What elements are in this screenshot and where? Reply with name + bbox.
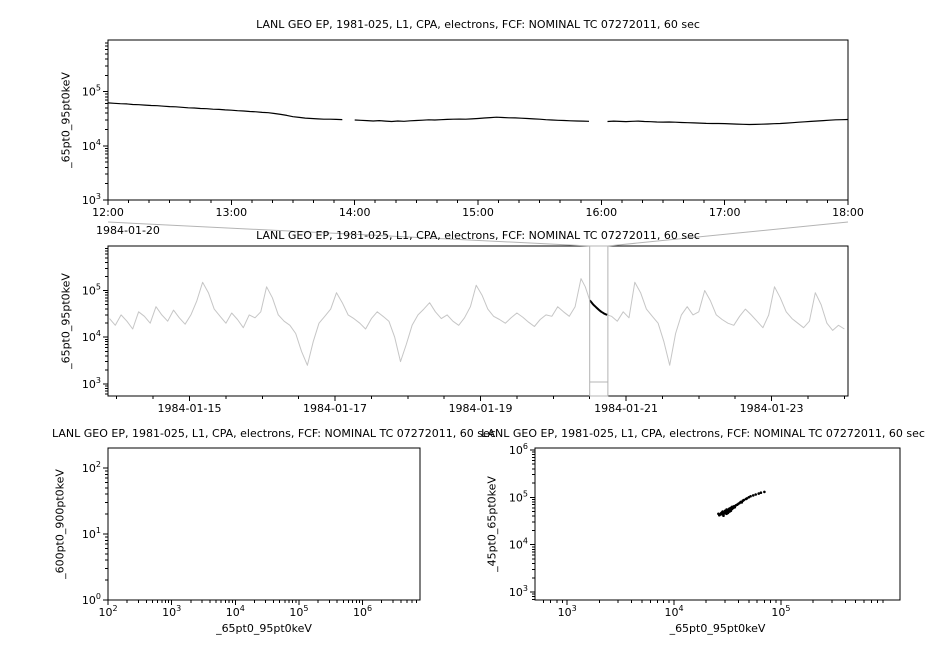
series-flux <box>107 102 343 121</box>
panel2-title: LANL GEO EP, 1981-025, L1, CPA, electron… <box>256 229 700 242</box>
x-axis: 12:00 13:00 14:00 15:00 16:00 17:00 18:00 <box>92 200 864 219</box>
tick-label: 105 <box>509 489 528 504</box>
scatter-points <box>717 490 766 517</box>
x-axis: 1984-01-15 1984-01-17 1984-01-19 1984-01-21… <box>116 396 845 415</box>
y-axis: 103 104 105 <box>82 247 108 395</box>
plot-frame <box>107 39 849 201</box>
plot-frame <box>534 447 901 601</box>
zoom-connector-left <box>107 221 590 247</box>
panel1-title: LANL GEO EP, 1981-025, L1, CPA, electron… <box>256 18 700 31</box>
tick-label: 104 <box>82 138 101 153</box>
panel3-title: LANL GEO EP, 1981-025, L1, CPA, electron… <box>52 427 496 440</box>
tick-label: 100 <box>82 592 101 607</box>
panel-context-timeseries[interactable]: 1984-01-15 1984-01-17 1984-01-19 1984-01-21… <box>82 245 849 415</box>
tick-label: 102 <box>82 460 101 475</box>
tick-label: 17:00 <box>709 206 741 219</box>
tick-label: 103 <box>162 604 181 619</box>
series-highlight <box>588 299 608 316</box>
tick-label: 12:00 <box>92 206 124 219</box>
tick-label: 1984-01-17 <box>303 402 367 415</box>
tick-label: 103 <box>82 376 101 391</box>
tick-label: 105 <box>82 84 101 99</box>
tick-label: 105 <box>82 283 101 298</box>
y-axis: 100 101 102 <box>82 460 108 607</box>
panel4-title: LANL GEO EP, 1981-025, L1, CPA, electron… <box>481 427 925 440</box>
panel1-context-date: 1984-01-20 <box>96 224 160 237</box>
tick-label: 101 <box>82 526 101 541</box>
tick-label: 15:00 <box>462 206 494 219</box>
tick-label: 104 <box>226 604 245 619</box>
series-flux <box>354 116 590 123</box>
tick-label: 104 <box>82 329 101 344</box>
tick-label: 106 <box>353 604 372 619</box>
panel3-xlabel: _65pt0_95pt0keV <box>216 622 312 635</box>
panel-scatter-600-900[interactable]: 102 103 104 105 106 100 101 102 <box>82 447 421 619</box>
series-flux <box>607 118 849 126</box>
y-axis: 103 104 105 <box>82 42 108 207</box>
tick-label: 14:00 <box>339 206 371 219</box>
plot-frame <box>107 245 849 397</box>
tick-label: 104 <box>509 537 528 552</box>
tick-label: 103 <box>509 584 528 599</box>
panel2-ylabel: _65pt0_95pt0keV <box>59 273 73 369</box>
tick-label: 105 <box>771 604 790 619</box>
tick-label: 103 <box>82 192 101 207</box>
panel-zoom-timeseries[interactable]: 12:00 13:00 14:00 15:00 16:00 17:00 18:0010310… <box>82 39 864 219</box>
y-axis: 103 104 105 106 <box>509 442 535 600</box>
tick-label: 103 <box>558 604 577 619</box>
tick-label: 1984-01-21 <box>594 402 658 415</box>
tick-label: 13:00 <box>215 206 247 219</box>
tick-label: 104 <box>665 604 684 619</box>
zoom-box[interactable] <box>107 221 849 397</box>
panel-scatter-45-65[interactable]: 103 104 105 103 104 105 106 <box>509 442 901 619</box>
plot-frame <box>107 447 421 601</box>
zoom-connector-right <box>607 221 849 247</box>
tick-label: 102 <box>98 604 117 619</box>
panel4-xlabel: _65pt0_95pt0keV <box>669 622 766 635</box>
tick-label: 1984-01-15 <box>158 402 222 415</box>
tick-label: 105 <box>289 604 308 619</box>
tick-label: 106 <box>509 442 528 457</box>
tick-label: 16:00 <box>585 206 617 219</box>
tick-label: 18:00 <box>832 206 864 219</box>
series-context-flux <box>109 278 845 366</box>
x-axis: 102 103 104 105 106 <box>98 600 417 619</box>
panel3-ylabel: _600pt0_900pt0keV <box>53 469 67 579</box>
panel1-ylabel: _65pt0_95pt0keV <box>59 72 73 168</box>
tick-label: 1984-01-23 <box>740 402 804 415</box>
x-axis: 103 104 105 <box>542 600 884 619</box>
tick-label: 1984-01-19 <box>449 402 513 415</box>
panel4-ylabel: _45pt0_65pt0keV <box>485 476 499 572</box>
